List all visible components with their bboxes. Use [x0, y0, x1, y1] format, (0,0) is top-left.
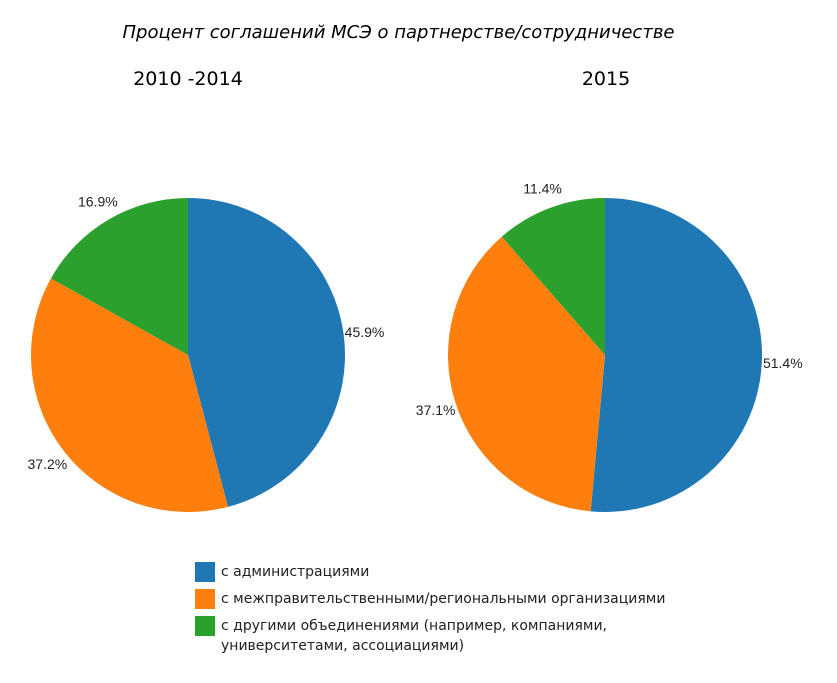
chart-title: Процент соглашений МСЭ о партнерстве/сот… [122, 22, 675, 43]
legend-swatch-blue [195, 562, 215, 582]
slice-other-entities [501, 198, 605, 355]
legend-label: с администрациями [221, 564, 370, 580]
legend: с администрациями с межправительственным… [195, 562, 715, 663]
slice-value-label: 37.2% [28, 456, 68, 472]
slice-other-entities [50, 198, 188, 355]
legend-label: с межправительственными/региональными ор… [221, 591, 666, 607]
slice-value-label: 16.9% [78, 194, 118, 210]
legend-item-administrations: с администрациями [195, 562, 715, 582]
legend-item-intergovernmental: с межправительственными/региональными ор… [195, 589, 715, 609]
legend-swatch-orange [195, 589, 215, 609]
pie-chart-2015: 51.4% 37.1% 11.4% [416, 180, 803, 512]
pie-title-2010-2014: 2010 -2014 [133, 68, 243, 90]
slice-intergovernmental [31, 278, 228, 512]
pie-title-2015: 2015 [581, 68, 631, 90]
slice-value-label: 45.9% [345, 324, 385, 340]
pie-chart-2010-2014: 45.9% 37.2% 16.9% [28, 194, 385, 512]
legend-item-other-entities: с другими объединениями (например, компа… [195, 616, 715, 656]
slice-administrations [188, 198, 345, 507]
slice-value-label: 51.4% [763, 355, 803, 371]
slice-administrations [590, 198, 763, 512]
slice-value-label: 37.1% [416, 402, 456, 418]
slice-value-label: 11.4% [523, 180, 562, 196]
slice-intergovernmental [447, 236, 605, 512]
legend-swatch-green [195, 616, 215, 636]
legend-label: с другими объединениями (например, компа… [221, 618, 607, 654]
pie-charts: 45.9% 37.2% 16.9% 51.4% 37.1% 11.4% [28, 180, 803, 512]
